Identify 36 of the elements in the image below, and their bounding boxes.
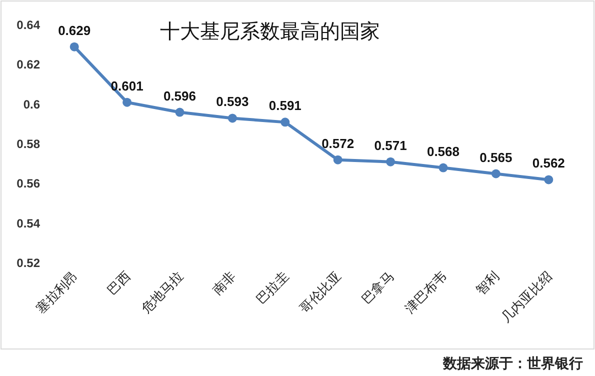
data-label: 0.571 — [374, 138, 407, 153]
x-tick-label: 津巴布韦 — [402, 268, 450, 316]
y-tick-label: 0.6 — [23, 97, 40, 112]
data-label: 0.591 — [268, 98, 302, 114]
x-tick-label: 哥伦比亚 — [296, 268, 344, 316]
data-label: 0.568 — [426, 144, 460, 159]
point — [491, 169, 500, 178]
point — [544, 175, 554, 184]
point — [122, 98, 132, 107]
x-tick-label: 塞拉利昂 — [33, 268, 80, 316]
point — [175, 108, 184, 117]
point — [280, 118, 290, 127]
text: 数据来源于：世界银行 — [442, 355, 583, 371]
y-tick-label: 0.56 — [16, 176, 40, 191]
data-label: 0.596 — [163, 88, 196, 104]
chart-title: 十大基尼系数最高的国家 — [160, 20, 380, 43]
point — [70, 42, 79, 52]
data-label: 0.629 — [58, 22, 91, 38]
data-label: 0.572 — [322, 136, 354, 151]
data-label: 0.593 — [216, 94, 249, 110]
point — [438, 163, 448, 172]
x-tick-label: 危地马拉 — [138, 268, 186, 316]
point — [386, 157, 396, 166]
y-tick-label: 0.52 — [16, 256, 40, 270]
y-tick-label: 0.58 — [16, 137, 40, 151]
data-label: 0.562 — [532, 156, 565, 171]
y-tick-label: 0.62 — [16, 58, 40, 72]
point — [333, 155, 342, 164]
y-tick-label: 0.64 — [16, 18, 40, 32]
data-label: 0.565 — [480, 150, 512, 165]
x-tick-label: 南非 — [210, 268, 239, 298]
x-tick-label: 巴拿马 — [358, 268, 397, 307]
x-tick-label: 巴西 — [104, 268, 134, 298]
point — [228, 114, 237, 123]
y-tick-label: 0.54 — [16, 216, 40, 230]
x-tick-label: 巴拉圭 — [253, 268, 292, 307]
